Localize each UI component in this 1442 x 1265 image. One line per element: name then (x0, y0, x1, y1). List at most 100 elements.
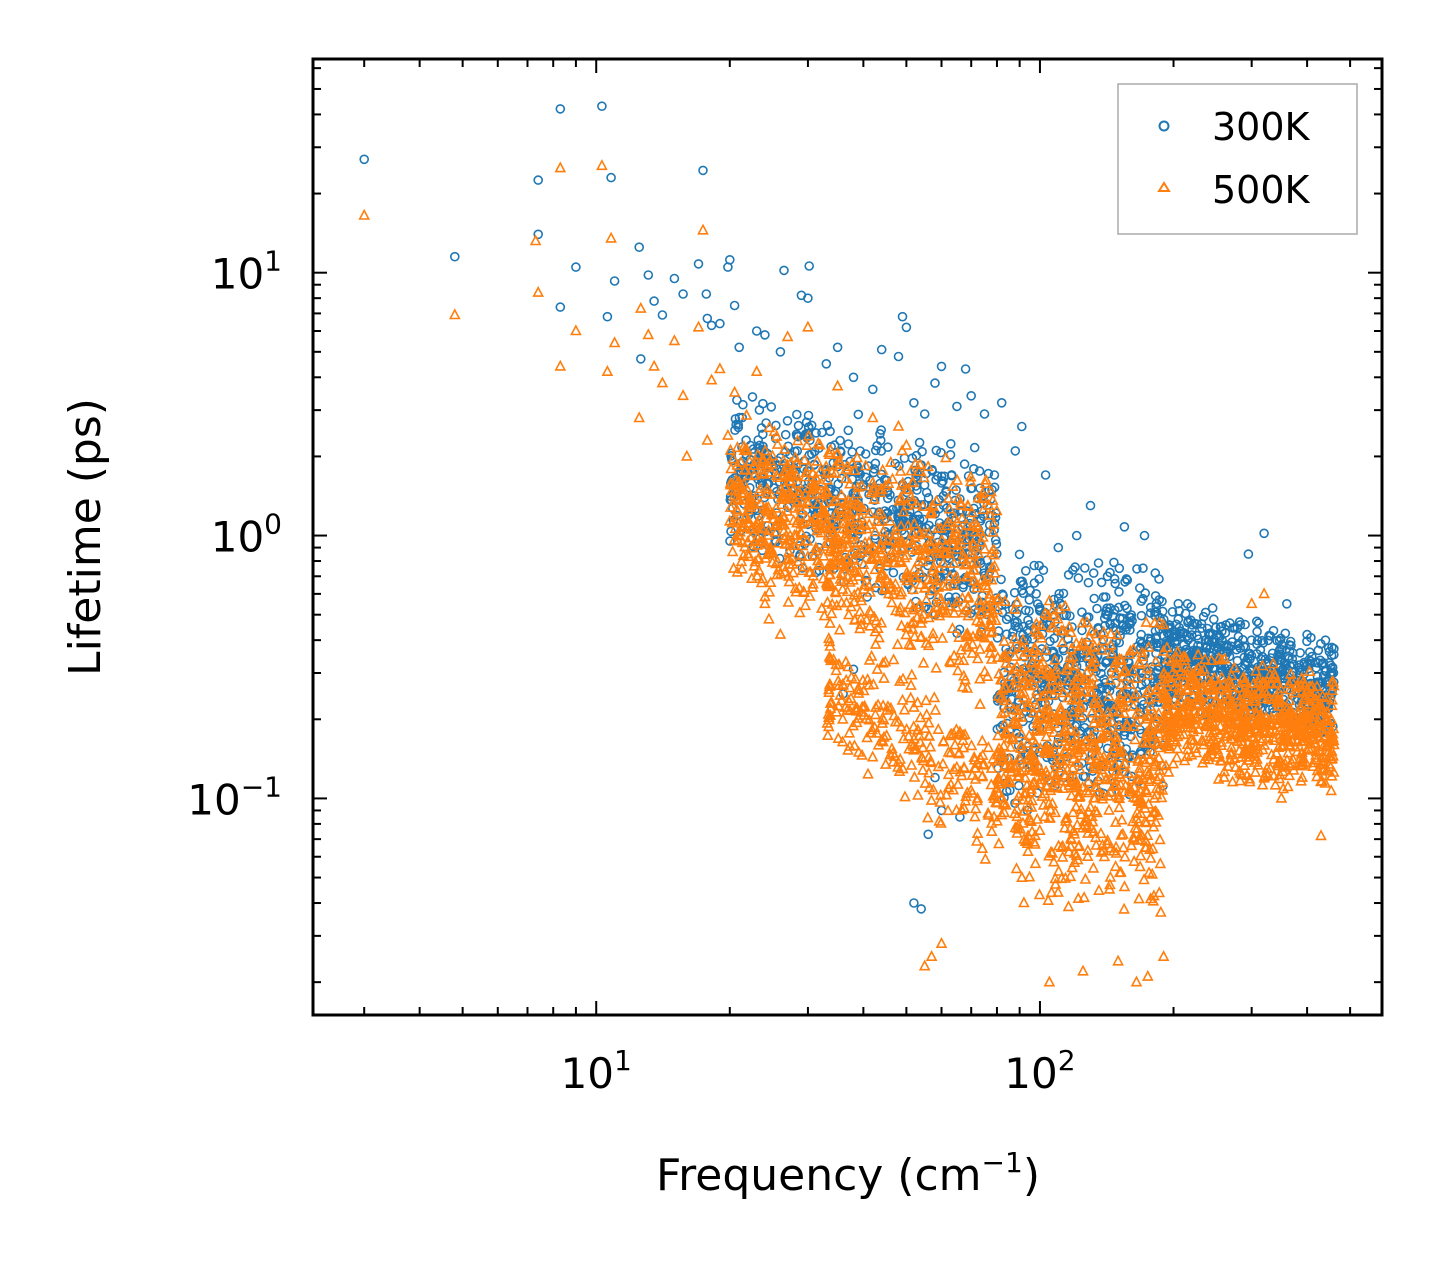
point-500k (905, 678, 917, 690)
point-500k (1134, 807, 1147, 819)
point-500k (759, 551, 772, 563)
point-300k (936, 361, 947, 372)
point-500k (876, 716, 889, 728)
point-500k (1096, 634, 1109, 646)
point-500k (925, 949, 938, 962)
point-500k (1252, 675, 1265, 688)
point-500k (1061, 674, 1074, 686)
point-500k (803, 460, 816, 472)
point-500k (982, 806, 994, 818)
point-500k (1019, 834, 1032, 847)
point-500k (902, 483, 915, 495)
point-500k (1040, 730, 1053, 742)
point-500k (1132, 794, 1145, 807)
point-500k (1148, 889, 1160, 901)
y-tick-label: 100 (211, 508, 282, 562)
point-500k (740, 408, 753, 420)
point-300k (969, 442, 980, 453)
point-500k (1312, 704, 1324, 716)
point-300k (860, 449, 871, 459)
point-500k (998, 694, 1011, 706)
point-500k (899, 571, 911, 583)
point-500k (1017, 804, 1030, 816)
point-500k (1117, 827, 1129, 839)
point-500k (961, 629, 974, 641)
point-500k (770, 525, 783, 537)
point-500k (781, 458, 793, 470)
point-500k (1042, 893, 1055, 906)
point-500k (1090, 749, 1103, 761)
point-500k (966, 786, 979, 798)
point-500k (714, 362, 726, 374)
point-300k (1115, 613, 1125, 623)
point-500k (656, 376, 669, 388)
point-500k (922, 526, 935, 538)
point-500k (1171, 742, 1184, 754)
point-500k (809, 470, 822, 483)
point-500k (1131, 822, 1144, 834)
point-500k (1035, 711, 1048, 723)
point-500k (1215, 735, 1228, 747)
point-500k (858, 578, 871, 590)
point-500k (753, 522, 765, 534)
point-300k (923, 829, 934, 840)
point-500k (901, 621, 914, 633)
point-500k (1095, 845, 1108, 857)
point-500k (1034, 618, 1047, 631)
point-500k (1248, 755, 1261, 767)
point-500k (1122, 691, 1134, 703)
point-500k (1010, 793, 1023, 805)
point-500k (888, 709, 900, 721)
point-300k (1121, 689, 1132, 699)
point-500k (914, 711, 927, 723)
point-300k (1194, 634, 1204, 645)
point-500k (957, 669, 970, 681)
point-500k (852, 711, 864, 723)
point-500k (843, 477, 856, 489)
point-500k (1105, 647, 1118, 659)
point-500k (1045, 681, 1058, 693)
point-500k (1234, 774, 1247, 786)
point-500k (1077, 964, 1089, 976)
point-500k (896, 536, 908, 548)
point-500k (1070, 800, 1082, 812)
point-500k (865, 649, 878, 661)
point-300k (832, 342, 843, 353)
point-500k (1094, 770, 1107, 782)
point-500k (1300, 715, 1313, 728)
point-500k (1127, 642, 1140, 654)
point-500k (1012, 818, 1025, 830)
point-500k (1049, 806, 1062, 818)
point-500k (1026, 825, 1038, 837)
point-500k (1113, 801, 1126, 813)
point-500k (974, 751, 986, 763)
point-500k (1033, 761, 1046, 773)
point-500k (818, 609, 831, 621)
point-300k (730, 425, 740, 436)
point-500k (970, 556, 983, 568)
point-500k (948, 526, 961, 538)
point-500k (1113, 746, 1126, 758)
point-500k (1025, 800, 1038, 812)
point-500k (1088, 762, 1100, 774)
point-500k (799, 599, 812, 611)
point-500k (1211, 709, 1224, 721)
point-300k (1163, 622, 1173, 633)
point-500k (781, 504, 794, 516)
point-500k (1141, 765, 1154, 777)
point-300k (1122, 575, 1133, 585)
point-500k (1296, 755, 1309, 767)
point-500k (1073, 839, 1086, 851)
point-500k (1056, 850, 1069, 862)
point-500k (1321, 717, 1334, 729)
point-500k (957, 548, 970, 560)
point-300k (1225, 618, 1235, 628)
point-500k (1014, 764, 1027, 777)
point-500k (801, 494, 814, 507)
point-300k (555, 302, 566, 312)
point-500k (778, 465, 791, 477)
point-500k (1119, 664, 1132, 676)
point-500k (1109, 758, 1121, 770)
point-500k (1068, 855, 1081, 868)
point-500k (1213, 698, 1226, 710)
